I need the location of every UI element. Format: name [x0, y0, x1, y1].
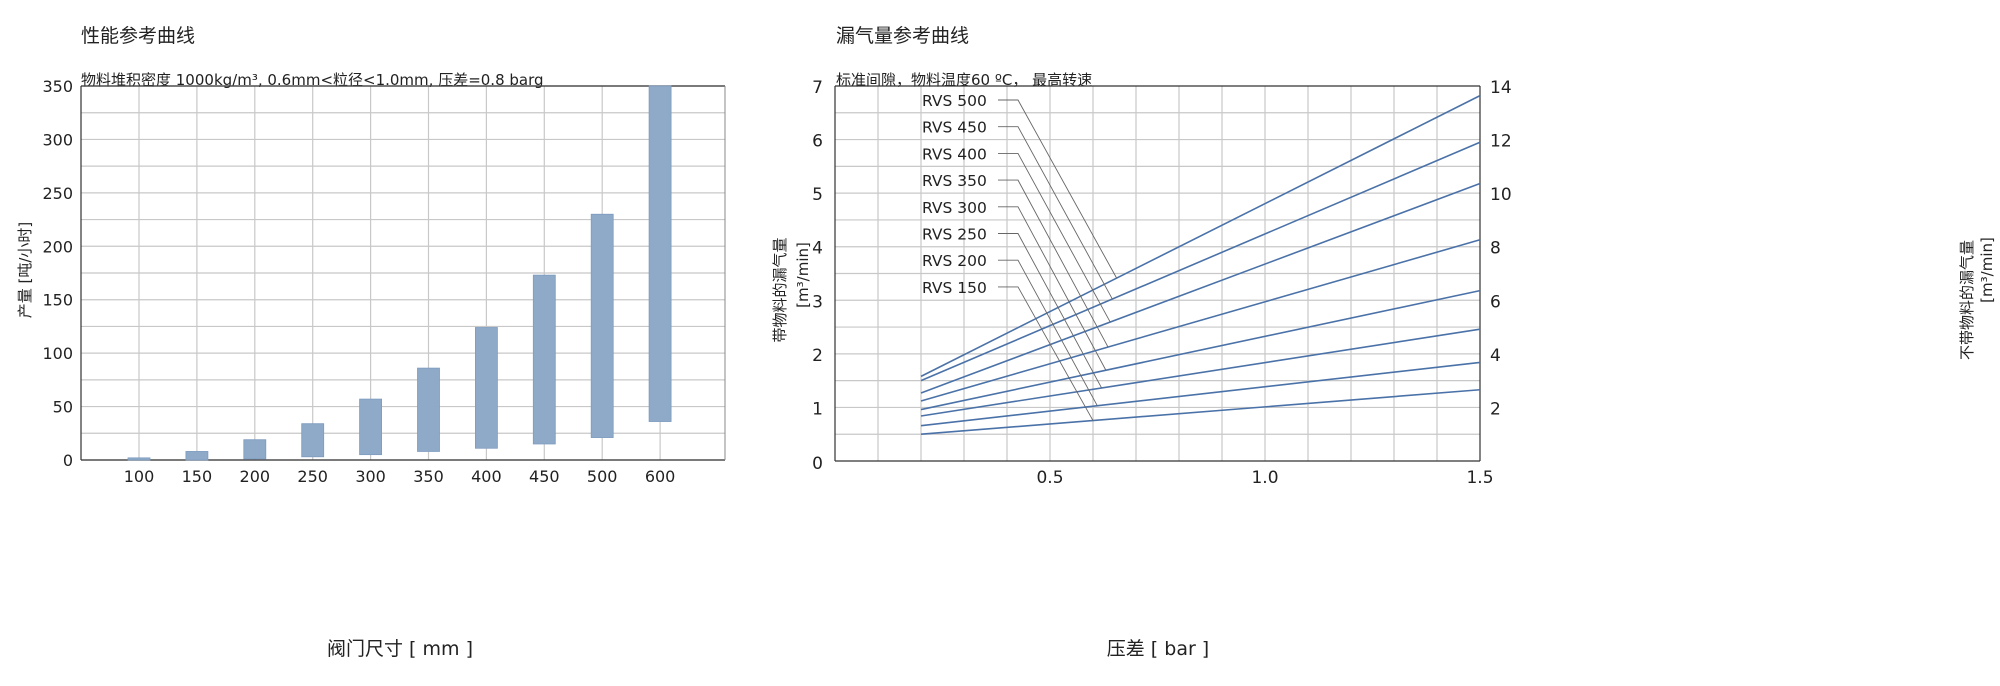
- y-tick-label: 150: [42, 291, 73, 310]
- leader-line: [998, 286, 1094, 421]
- y-tick-label: 5: [812, 185, 823, 205]
- bar-150: [185, 451, 209, 461]
- y-tick-label: 50: [53, 398, 73, 417]
- y2-tick-label: 6: [1490, 292, 1501, 312]
- y2-tick-label: 2: [1490, 399, 1501, 419]
- series-label: RVS 500: [922, 92, 987, 110]
- y2-tick-label: 8: [1490, 239, 1501, 259]
- x-tick-label: 350: [413, 467, 444, 486]
- y-tick-label: 3: [812, 292, 823, 312]
- x-tick-label: 500: [587, 467, 618, 486]
- x-tick-label: 300: [355, 467, 386, 486]
- y2-tick-label: 12: [1490, 132, 1512, 152]
- chart2-ylabel: 带物料的漏气量: [771, 237, 789, 342]
- leader-line: [998, 206, 1107, 371]
- series-line-rvs-150: [920, 388, 1481, 436]
- series-line-rvs-300: [920, 289, 1481, 411]
- chart2-subtitle: 标准间隙，物料温度60 ºC， 最高转速: [836, 71, 1092, 89]
- series-line-rvs-500: [920, 94, 1481, 378]
- leader-line: [998, 233, 1102, 389]
- x-tick-label: 200: [240, 467, 271, 486]
- x-tick-label: 1.5: [1466, 468, 1493, 488]
- bar-200: [243, 439, 267, 460]
- bar-100: [127, 457, 151, 461]
- bar-500: [590, 213, 614, 438]
- leader-line: [998, 179, 1109, 348]
- x-tick-label: 100: [124, 467, 155, 486]
- y2-tick-label: 4: [1490, 346, 1501, 366]
- series-label: RVS 350: [922, 172, 987, 190]
- x-tick-label: 600: [645, 467, 676, 486]
- bar-300: [359, 398, 383, 456]
- series-label: RVS 450: [922, 119, 987, 137]
- y-tick-label: 250: [42, 184, 73, 203]
- chart2-title: 漏气量参考曲线: [836, 25, 969, 47]
- series-line-rvs-200: [920, 361, 1481, 427]
- series-line-rvs-400: [920, 182, 1481, 394]
- bar-450: [532, 274, 556, 445]
- y2-tick-label: 10: [1490, 185, 1512, 205]
- chart2-y2label-unit: [m³/min]: [1978, 237, 1996, 303]
- leader-line: [998, 99, 1118, 279]
- x-tick-label: 450: [529, 467, 560, 486]
- chart1-xlabel: 阀门尺寸 [ mm ]: [327, 638, 473, 660]
- series-label: RVS 200: [922, 252, 987, 270]
- bar-350: [417, 367, 440, 452]
- leader-line: [998, 259, 1098, 406]
- chart1-title: 性能参考曲线: [81, 25, 195, 47]
- chart2-ylabel-unit: [m³/min]: [794, 242, 812, 308]
- series-line-rvs-350: [920, 238, 1481, 402]
- leader-line: [998, 126, 1113, 300]
- chart1-subtitle: 物料堆积密度 1000kg/m³, 0.6mm<粒径<1.0mm, 压差=0.8…: [81, 71, 544, 89]
- bar-600: [648, 85, 672, 422]
- series-line-rvs-450: [920, 141, 1481, 382]
- x-tick-label: 250: [297, 467, 328, 486]
- y-tick-label: 0: [812, 454, 823, 474]
- y-tick-label: 7: [812, 78, 823, 98]
- y-tick-label: 100: [42, 344, 73, 363]
- y-tick-label: 2: [812, 346, 823, 366]
- series-label: RVS 250: [922, 226, 987, 244]
- series-label: RVS 400: [922, 145, 987, 163]
- chart2-y2label: 不带物料的漏气量: [1958, 240, 1976, 360]
- x-tick-label: 400: [471, 467, 502, 486]
- y-tick-label: 350: [42, 77, 73, 96]
- leader-line: [998, 152, 1111, 323]
- chart2-xlabel: 压差 [ bar ]: [1107, 638, 1209, 660]
- x-tick-label: 150: [182, 467, 213, 486]
- series-label: RVS 300: [922, 199, 987, 217]
- y-tick-label: 200: [42, 237, 73, 256]
- y2-tick-label: 14: [1490, 78, 1512, 98]
- series-line-rvs-250: [920, 328, 1481, 417]
- y-tick-label: 6: [812, 132, 823, 152]
- x-tick-label: 0.5: [1036, 468, 1063, 488]
- y-tick-label: 0: [63, 451, 73, 470]
- y-tick-label: 4: [812, 239, 823, 259]
- x-tick-label: 1.0: [1251, 468, 1278, 488]
- bar-250: [301, 423, 325, 458]
- chart1-ylabel: 产量 [吨/小时]: [16, 222, 34, 319]
- y-tick-label: 1: [812, 399, 823, 419]
- y-tick-label: 300: [42, 130, 73, 149]
- series-label: RVS 150: [922, 279, 987, 297]
- bar-400: [474, 327, 498, 449]
